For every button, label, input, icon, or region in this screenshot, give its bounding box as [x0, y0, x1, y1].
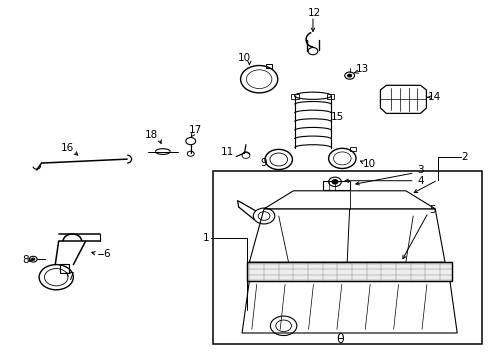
Text: 1: 1 [203, 233, 209, 243]
Text: 15: 15 [330, 112, 344, 122]
Bar [60, 264, 69, 273]
Text: 7: 7 [67, 272, 74, 282]
Text: 12: 12 [307, 8, 321, 18]
Text: 3: 3 [416, 165, 423, 175]
Text: 10: 10 [363, 159, 375, 169]
Bar [322, 181, 349, 190]
Text: 4: 4 [416, 176, 423, 186]
Text: 13: 13 [355, 64, 369, 74]
Text: 2: 2 [460, 152, 467, 162]
Bar [326, 94, 334, 99]
Text: 17: 17 [188, 125, 202, 135]
Bar [291, 94, 299, 99]
Polygon shape [249, 209, 444, 262]
Text: 8: 8 [22, 255, 29, 265]
Bar [246, 262, 451, 281]
Circle shape [32, 258, 35, 260]
Text: 6: 6 [103, 249, 110, 259]
Text: 18: 18 [144, 130, 158, 140]
Bar [246, 262, 451, 281]
Polygon shape [242, 281, 456, 333]
Bar [349, 147, 356, 151]
Text: 16: 16 [61, 143, 74, 153]
Text: θ: θ [335, 333, 343, 346]
Bar [212, 171, 481, 344]
Polygon shape [264, 191, 434, 209]
Text: 10: 10 [238, 53, 250, 63]
Circle shape [331, 180, 337, 184]
Text: 11: 11 [220, 147, 234, 157]
Circle shape [347, 74, 351, 77]
Text: 14: 14 [427, 92, 440, 102]
Text: 9: 9 [260, 158, 267, 168]
Polygon shape [380, 85, 426, 113]
Text: 5: 5 [428, 204, 435, 215]
Bar [265, 64, 272, 68]
